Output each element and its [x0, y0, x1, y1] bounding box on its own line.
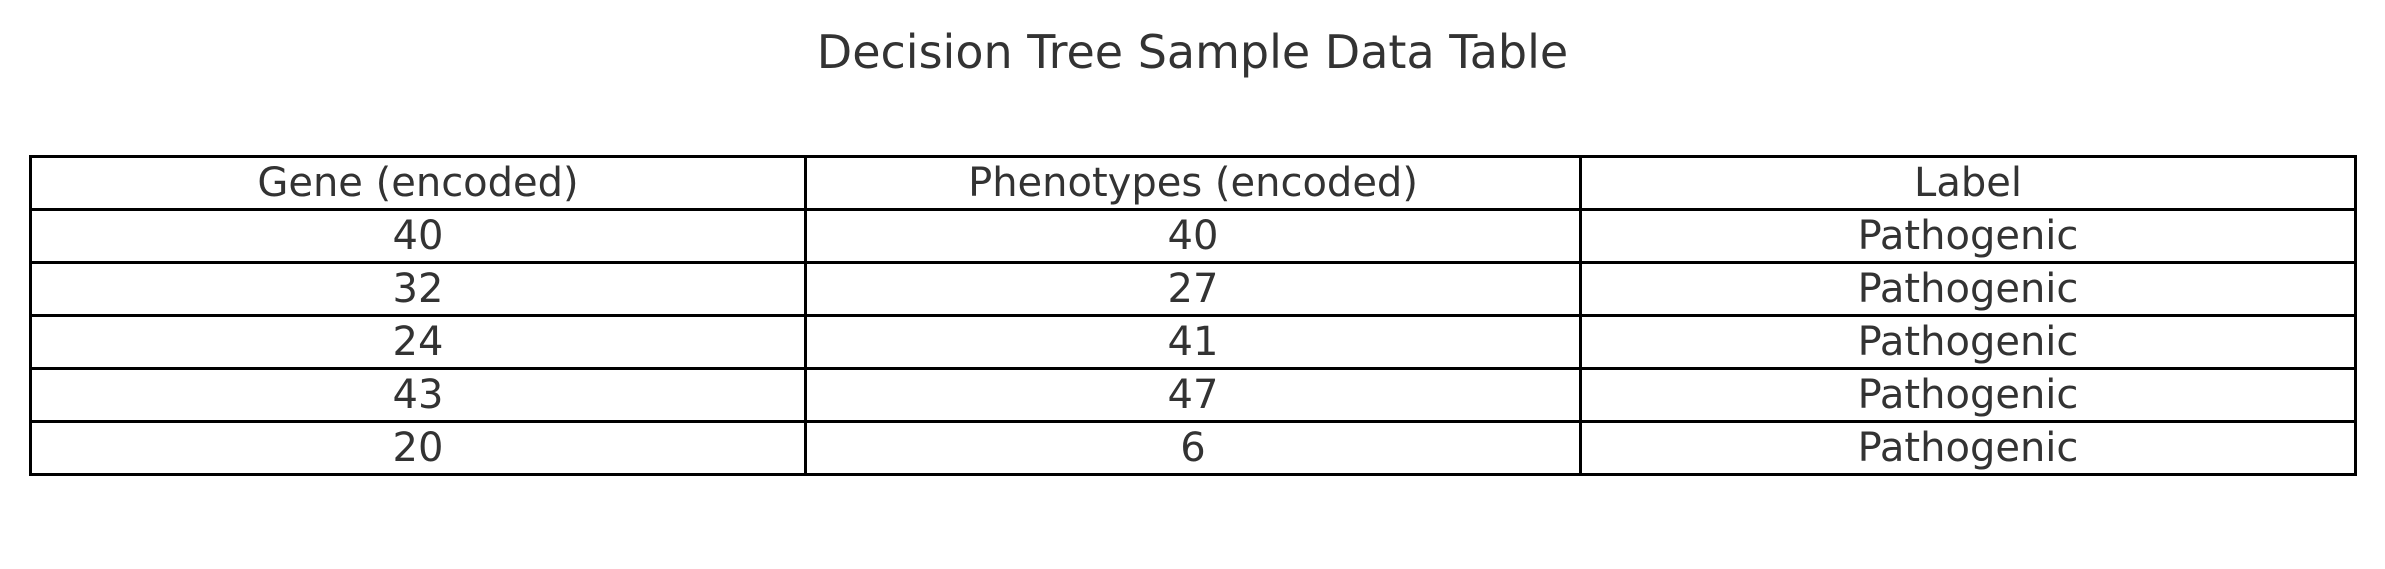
- chart-title: Decision Tree Sample Data Table: [816, 25, 1569, 79]
- cell-label: Pathogenic: [1579, 420, 2357, 476]
- column-header-phenotypes: Phenotypes (encoded): [804, 155, 1582, 211]
- cell-phenotypes: 40: [804, 208, 1582, 264]
- cell-phenotypes: 6: [804, 420, 1582, 476]
- cell-label: Pathogenic: [1579, 314, 2357, 370]
- table-header-row: Gene (encoded) Phenotypes (encoded) Labe…: [29, 155, 2357, 211]
- table-row: 24 41 Pathogenic: [29, 314, 2357, 370]
- cell-label: Pathogenic: [1579, 367, 2357, 423]
- table-row: 40 40 Pathogenic: [29, 208, 2357, 264]
- table-row: 43 47 Pathogenic: [29, 367, 2357, 423]
- cell-phenotypes: 41: [804, 314, 1582, 370]
- cell-label: Pathogenic: [1579, 261, 2357, 317]
- table-row: 20 6 Pathogenic: [29, 420, 2357, 476]
- column-header-gene: Gene (encoded): [29, 155, 807, 211]
- cell-gene: 32: [29, 261, 807, 317]
- cell-label: Pathogenic: [1579, 208, 2357, 264]
- cell-gene: 20: [29, 420, 807, 476]
- cell-gene: 43: [29, 367, 807, 423]
- data-table: Gene (encoded) Phenotypes (encoded) Labe…: [29, 155, 2357, 476]
- cell-gene: 40: [29, 208, 807, 264]
- column-header-label: Label: [1579, 155, 2357, 211]
- cell-phenotypes: 47: [804, 367, 1582, 423]
- cell-gene: 24: [29, 314, 807, 370]
- cell-phenotypes: 27: [804, 261, 1582, 317]
- table-row: 32 27 Pathogenic: [29, 261, 2357, 317]
